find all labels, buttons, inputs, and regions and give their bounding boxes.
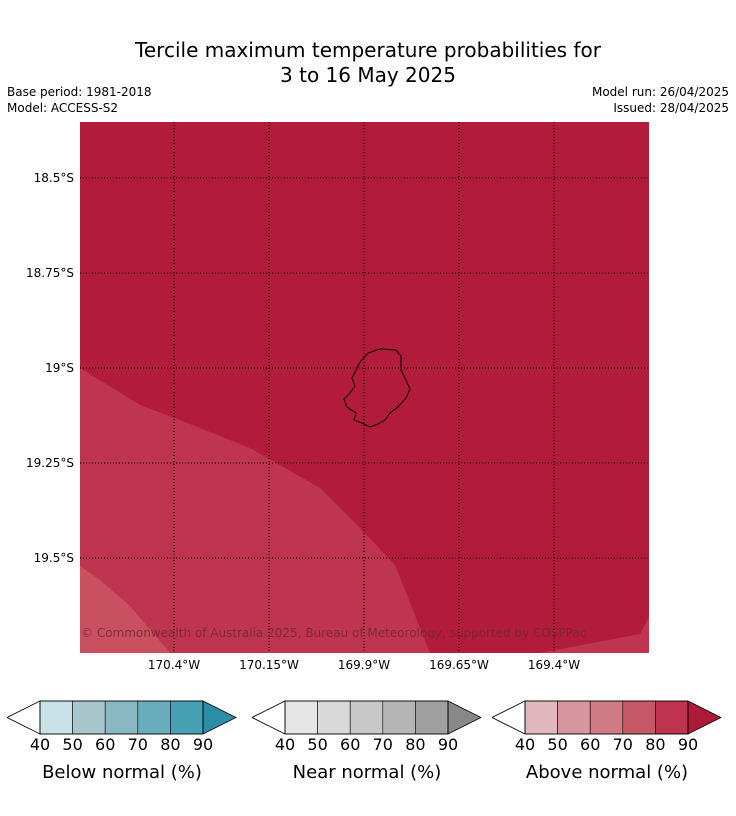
model-name: Model: ACCESS-S2 xyxy=(7,101,119,115)
colorbar-below-cell-3 xyxy=(137,700,171,735)
colorbar-above-under-arrow xyxy=(492,700,526,735)
colorbar-below-tick-60: 60 xyxy=(95,735,116,754)
colorbar-near xyxy=(252,700,482,735)
colorbar-above-tick-80: 80 xyxy=(645,735,666,754)
map-region-above-70 xyxy=(80,566,170,653)
lat-label-18.5: 18.5°S xyxy=(33,171,74,185)
lat-label-18.75: 18.75°S xyxy=(26,266,74,280)
lon-label-169.4: 169.4°W xyxy=(527,658,581,672)
colorbar-below-tick-50: 50 xyxy=(62,735,83,754)
colorbar-above-cell-1 xyxy=(557,700,591,735)
colorbar-above-tick-70: 70 xyxy=(612,735,633,754)
colorbar-above-cell-0 xyxy=(524,700,558,735)
colorbar-below xyxy=(7,700,237,735)
title-line-2: 3 to 16 May 2025 xyxy=(280,63,456,87)
map-region-above-80 xyxy=(80,368,430,653)
colorbar-above-cell-3 xyxy=(622,700,656,735)
colorbar-below-tick-80: 80 xyxy=(160,735,181,754)
colorbar-above-tick-50: 50 xyxy=(547,735,568,754)
lon-label-170.15: 170.15°W xyxy=(239,658,299,672)
lon-label-169.65: 169.65°W xyxy=(429,658,489,672)
colorbar-near-tick-90: 90 xyxy=(437,735,459,754)
lat-label-19: 19°S xyxy=(45,361,74,375)
title-line-1: Tercile maximum temperature probabilitie… xyxy=(135,38,601,62)
colorbar-near-cell-3 xyxy=(382,700,416,735)
colorbar-above-tick-60: 60 xyxy=(580,735,601,754)
colorbar-near-cell-2 xyxy=(349,700,384,735)
colorbar-near-tick-60: 60 xyxy=(340,735,361,754)
colorbar-below-label: Below normal (%) xyxy=(42,762,202,783)
meta-right: Model run: 26/04/2025 Issued: 28/04/2025 xyxy=(592,84,729,116)
colorbar-near-tick-70: 70 xyxy=(372,735,393,754)
lon-label-170.4: 170.4°W xyxy=(147,658,201,672)
island-outline xyxy=(343,348,411,428)
colorbar-below-cell-1 xyxy=(72,700,106,735)
colorbar-below-cell-2 xyxy=(104,700,139,735)
colorbar-near-tick-80: 80 xyxy=(405,735,426,754)
lat-label-19.5: 19.5°S xyxy=(33,551,74,565)
colorbar-below-tick-70: 70 xyxy=(127,735,148,754)
colorbar-below-cell-4 xyxy=(170,700,204,735)
colorbar-near-over-arrow xyxy=(447,700,482,735)
map-title: Tercile maximum temperature probabilitie… xyxy=(0,38,736,88)
colorbar-near-under-arrow xyxy=(252,700,286,735)
colorbar-above-tick-90: 90 xyxy=(677,735,699,754)
colorbar-below-cell-0 xyxy=(39,700,73,735)
copyright-credit: © Commonwealth of Australia 2025, Bureau… xyxy=(81,626,587,640)
lat-label-19.25: 19.25°S xyxy=(26,456,74,470)
colorbar-near-cell-0 xyxy=(284,700,318,735)
colorbar-above-tick-40: 40 xyxy=(514,735,536,754)
map-region-above-80-east xyxy=(540,617,649,653)
colorbar-above-label: Above normal (%) xyxy=(525,762,689,783)
colorbar-near-cell-1 xyxy=(317,700,351,735)
colorbar-near-cell-4 xyxy=(415,700,449,735)
gridlines xyxy=(80,122,649,653)
colorbar-above-over-arrow xyxy=(687,700,722,735)
colorbar-near-label: Near normal (%) xyxy=(292,762,442,783)
colorbar-above xyxy=(492,700,722,735)
issued-date: Issued: 28/04/2025 xyxy=(613,101,729,115)
meta-left: Base period: 1981-2018 Model: ACCESS-S2 xyxy=(7,84,152,116)
colorbar-above-cell-2 xyxy=(589,700,624,735)
colorbar-near-tick-40: 40 xyxy=(274,735,296,754)
colorbar-below-tick-90: 90 xyxy=(192,735,214,754)
model-run: Model run: 26/04/2025 xyxy=(591,85,729,99)
colorbar-near-tick-50: 50 xyxy=(307,735,328,754)
base-period: Base period: 1981-2018 xyxy=(7,85,152,99)
colorbar-above-cell-4 xyxy=(655,700,689,735)
colorbar-below-over-arrow xyxy=(202,700,237,735)
colorbar-below-under-arrow xyxy=(7,700,41,735)
lon-label-169.9: 169.9°W xyxy=(337,658,391,672)
colorbar-below-tick-40: 40 xyxy=(29,735,51,754)
